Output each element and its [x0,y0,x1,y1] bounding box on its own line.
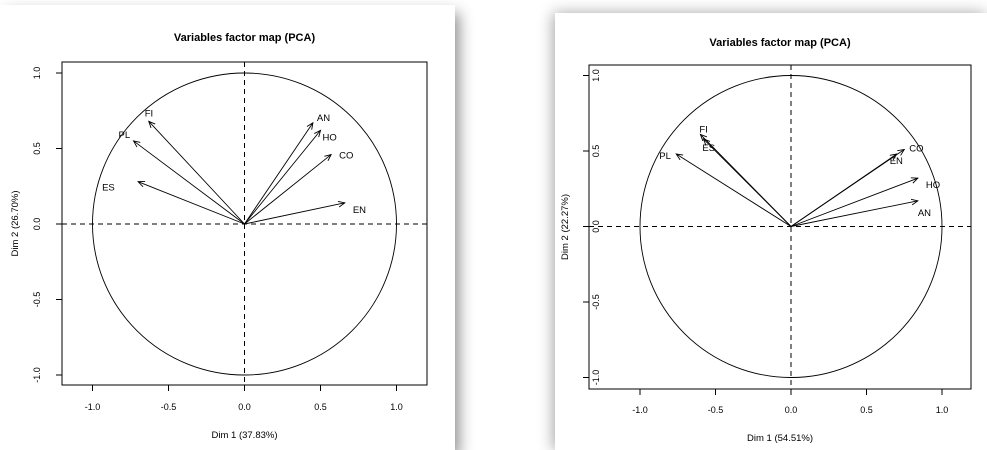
y-tick-label: 1.0 [591,69,601,82]
vector-ho [790,177,919,227]
vector-ho [244,130,321,225]
correlation-circle [639,75,943,378]
vector-pl [133,140,245,225]
y-tick-label: -1.0 [591,370,601,386]
pca-chart-left-svg: Variables factor map (PCA) -1.0 -0.5 0.0 0.5… [10,32,428,441]
arrowhead-an [910,198,919,206]
vector-es [703,138,792,227]
vector-label-co: CO [909,143,923,154]
vector-label-en: EN [353,205,366,216]
vector-es [137,181,245,225]
x-tick-label: 1.0 [936,405,949,415]
arrowhead-an [306,121,314,130]
y-tick-label: 1.0 [32,67,42,80]
arrowhead-es [137,180,146,188]
vector-label-an: AN [317,113,330,124]
vector-label-co: CO [339,151,353,162]
y-tick-label: -1.0 [32,367,42,383]
arrowhead-pl [132,140,141,148]
chart-title: Variables factor map (PCA) [709,37,851,49]
pca-chart-right: Variables factor map (PCA) -1.0 -0.5 0.0 0.5… [555,13,987,450]
x-tick-label: -1.0 [632,405,648,415]
arrowhead-ho [910,177,919,184]
arrowhead-es [702,138,711,146]
vector-co [244,154,332,225]
arrowhead-ho [314,129,322,138]
arrowhead-pl [675,153,684,161]
x-axis-title: Dim 1 (54.51%) [747,433,813,444]
vector-label-pl: PL [119,130,131,141]
y-tick-label: 0.5 [591,145,601,158]
vector-label-fi: FI [145,108,153,119]
x-tick-label: -1.0 [85,402,101,412]
y-tick-label: 0.0 [591,220,601,233]
arrowhead-co [324,153,333,161]
x-tick-label: -0.5 [708,405,724,415]
plot-area [589,65,971,389]
vector-label-es: ES [702,143,715,154]
vector-fi [148,121,245,225]
x-tick-label: 0.5 [314,402,327,412]
vector-label-pl: PL [659,151,671,162]
vector-pl [675,153,792,227]
x-axis-title: Dim 1 (37.83%) [212,430,278,441]
arrowhead-co [897,148,906,156]
y-axis-title: Dim 2 (22.27%) [560,194,571,260]
x-tick-label: 1.0 [390,402,403,412]
chart-title: Variables factor map (PCA) [174,32,316,44]
x-tick-label: -0.5 [161,402,177,412]
vector-label-ho: HO [323,132,337,143]
vector-an [244,122,314,225]
vector-label-en: EN [890,156,903,167]
x-tick-label: 0.0 [238,402,251,412]
y-tick-label: -0.5 [591,294,601,310]
y-tick-label: 0.0 [32,218,42,231]
arrowhead-fi [147,120,156,129]
vector-co [790,149,905,227]
x-tick-label: 0.5 [860,405,873,415]
pca-chart-left: Variables factor map (PCA) -1.0 -0.5 0.0 0.5… [0,5,455,450]
vector-an [790,200,918,227]
vector-label-an: AN [918,208,931,219]
arrowhead-en [889,153,898,161]
correlation-circle [92,72,397,376]
pca-chart-right-svg: Variables factor map (PCA) -1.0 -0.5 0.0 0.5… [560,37,972,444]
arrowhead-fi [699,133,708,142]
vector-label-fi: FI [699,124,707,135]
y-tick-label: 0.5 [32,142,42,155]
vector-label-ho: HO [926,180,940,191]
vector-label-es: ES [102,183,115,194]
y-tick-label: -0.5 [32,292,42,308]
x-tick-label: 0.0 [785,405,798,415]
arrowhead-en [337,200,346,208]
y-axis-title: Dim 2 (26.70%) [10,191,21,257]
vector-en [244,202,345,225]
